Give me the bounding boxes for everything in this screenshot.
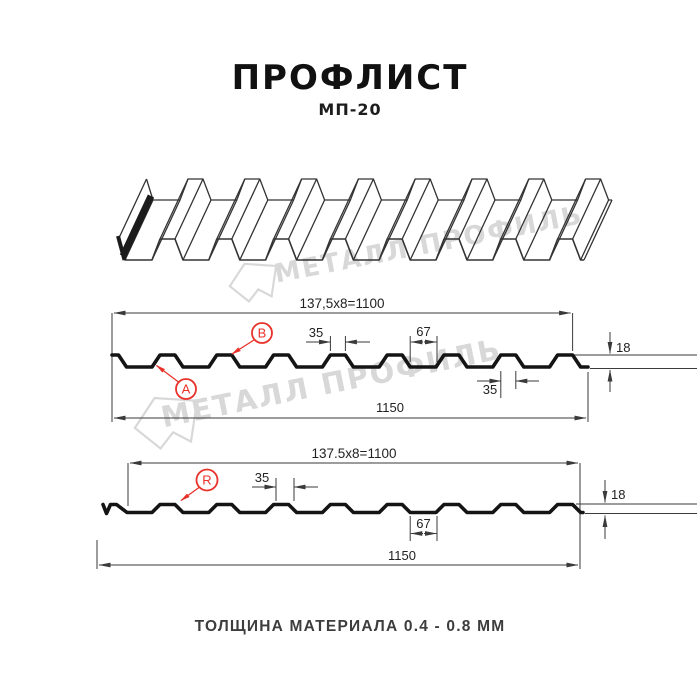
profile-top-path — [110, 353, 590, 369]
sheet-depth-lines — [117, 178, 613, 261]
sheet-front-profile — [117, 238, 584, 261]
marker-circle — [251, 322, 273, 344]
profile-height-label: 18 — [611, 487, 625, 502]
leader-arrow — [180, 486, 200, 502]
profile-bottom-path — [101, 502, 585, 516]
marker-a-letter: A — [182, 382, 191, 397]
page-footer: ТОЛЩИНА МАТЕРИАЛА 0.4 - 0.8 ММ — [194, 618, 506, 635]
overall-width-label: 1150 — [376, 400, 404, 415]
cross-section-bottom: 137.5x8=1100 1150 35 67 18 R — [96, 446, 697, 569]
flute-width-label: 67 — [416, 516, 430, 531]
rib-top-width-label: 35 — [309, 325, 323, 340]
brand-logo-shape — [228, 262, 278, 303]
overall-width-label: 1150 — [388, 548, 416, 563]
watermark-logo-icon — [133, 396, 199, 451]
dimensions-top: 137,5x8=1100 1150 35 67 35 18 — [111, 296, 697, 422]
sheet-left-cut-edge — [119, 194, 155, 258]
flute-width-label: 67 — [416, 324, 430, 339]
marker-r-letter: R — [202, 473, 211, 488]
leader-arrow — [231, 339, 255, 355]
rib-base-width-label: 35 — [483, 382, 497, 397]
dimensions-bottom: 137.5x8=1100 1150 35 67 18 — [96, 446, 697, 569]
cross-section-top: 137,5x8=1100 1150 35 67 35 18 A B — [110, 296, 697, 422]
module-width-label: 137.5x8=1100 — [312, 446, 397, 461]
module-width-label: 137,5x8=1100 — [300, 296, 385, 311]
page-title: ПРОФЛИСТ — [231, 58, 469, 98]
sheet-3d-drawing — [116, 178, 613, 261]
sheet-back-profile — [145, 178, 612, 201]
watermark-logo-icon — [228, 262, 278, 303]
profile-height-label: 18 — [616, 340, 630, 355]
marker-circle — [195, 468, 219, 492]
leader-arrow — [155, 364, 179, 383]
page-subtitle: МП-20 — [318, 100, 382, 119]
marker-b-letter: B — [258, 326, 267, 341]
marker-r: R — [180, 468, 219, 502]
brand-logo-shape — [133, 396, 199, 451]
marker-b: B — [231, 322, 273, 355]
marker-a: A — [155, 364, 197, 400]
marker-circle — [175, 378, 197, 400]
rib-top-width-label: 35 — [255, 470, 269, 485]
